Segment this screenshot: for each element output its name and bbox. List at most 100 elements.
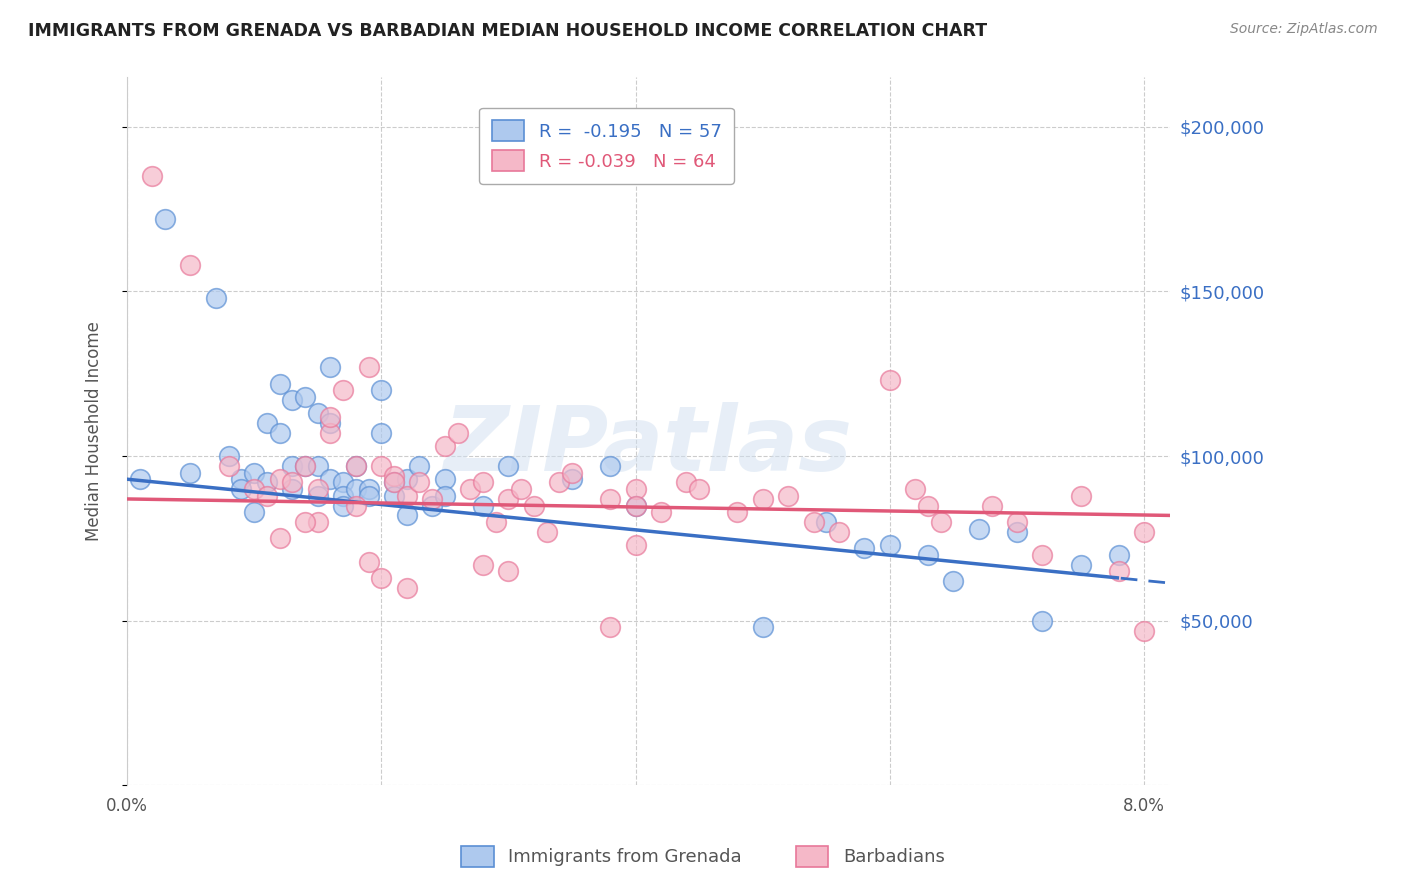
Point <box>1031 614 1053 628</box>
Point <box>561 466 583 480</box>
Point <box>395 581 418 595</box>
Point <box>332 489 354 503</box>
Point <box>408 458 430 473</box>
Point <box>370 571 392 585</box>
Point <box>128 472 150 486</box>
Point <box>853 541 876 556</box>
Point <box>281 393 304 408</box>
Point <box>218 458 240 473</box>
Point <box>650 505 672 519</box>
Point <box>420 491 443 506</box>
Point <box>942 574 965 589</box>
Point <box>269 472 291 486</box>
Point <box>917 499 939 513</box>
Point <box>1133 524 1156 539</box>
Point <box>231 472 253 486</box>
Legend: Immigrants from Grenada, Barbadians: Immigrants from Grenada, Barbadians <box>454 838 952 874</box>
Point <box>332 475 354 490</box>
Point <box>433 489 456 503</box>
Text: IMMIGRANTS FROM GRENADA VS BARBADIAN MEDIAN HOUSEHOLD INCOME CORRELATION CHART: IMMIGRANTS FROM GRENADA VS BARBADIAN MED… <box>28 22 987 40</box>
Point <box>382 475 405 490</box>
Point <box>536 524 558 539</box>
Point <box>344 458 367 473</box>
Point <box>357 360 380 375</box>
Point <box>561 472 583 486</box>
Point <box>967 522 990 536</box>
Point <box>256 475 278 490</box>
Point <box>498 458 520 473</box>
Point <box>382 489 405 503</box>
Point <box>370 426 392 441</box>
Point <box>725 505 748 519</box>
Point <box>179 466 201 480</box>
Point <box>294 515 316 529</box>
Point <box>281 482 304 496</box>
Point <box>395 508 418 523</box>
Point <box>357 555 380 569</box>
Point <box>307 406 329 420</box>
Point <box>281 458 304 473</box>
Point <box>256 489 278 503</box>
Point <box>433 439 456 453</box>
Point <box>307 458 329 473</box>
Point <box>751 491 773 506</box>
Point <box>751 620 773 634</box>
Point <box>243 482 266 496</box>
Point <box>269 532 291 546</box>
Point <box>319 360 342 375</box>
Point <box>344 458 367 473</box>
Point <box>624 499 647 513</box>
Point <box>243 466 266 480</box>
Point <box>395 489 418 503</box>
Point <box>498 565 520 579</box>
Point <box>828 524 851 539</box>
Point <box>395 472 418 486</box>
Point <box>599 620 621 634</box>
Point <box>624 482 647 496</box>
Point <box>179 258 201 272</box>
Point <box>803 515 825 529</box>
Point <box>269 376 291 391</box>
Point <box>319 472 342 486</box>
Point <box>382 475 405 490</box>
Point <box>141 169 163 184</box>
Point <box>231 482 253 496</box>
Point <box>624 538 647 552</box>
Point <box>269 426 291 441</box>
Point <box>319 426 342 441</box>
Point <box>205 291 228 305</box>
Point <box>294 458 316 473</box>
Point <box>599 458 621 473</box>
Point <box>153 212 176 227</box>
Legend: R =  -0.195   N = 57, R = -0.039   N = 64: R = -0.195 N = 57, R = -0.039 N = 64 <box>479 108 734 184</box>
Point <box>307 482 329 496</box>
Point <box>370 458 392 473</box>
Point <box>624 499 647 513</box>
Y-axis label: Median Household Income: Median Household Income <box>86 321 103 541</box>
Point <box>344 482 367 496</box>
Point <box>1070 489 1092 503</box>
Point <box>319 416 342 430</box>
Point <box>1070 558 1092 572</box>
Point <box>778 489 800 503</box>
Point <box>357 489 380 503</box>
Point <box>243 505 266 519</box>
Point <box>917 548 939 562</box>
Point <box>1005 515 1028 529</box>
Point <box>382 469 405 483</box>
Point <box>929 515 952 529</box>
Point <box>420 499 443 513</box>
Point <box>256 416 278 430</box>
Point <box>1108 548 1130 562</box>
Point <box>675 475 697 490</box>
Point <box>357 482 380 496</box>
Point <box>218 449 240 463</box>
Point <box>548 475 571 490</box>
Point <box>1108 565 1130 579</box>
Point <box>815 515 838 529</box>
Point <box>879 373 901 387</box>
Point <box>307 515 329 529</box>
Point <box>458 482 481 496</box>
Point <box>471 499 494 513</box>
Point <box>332 499 354 513</box>
